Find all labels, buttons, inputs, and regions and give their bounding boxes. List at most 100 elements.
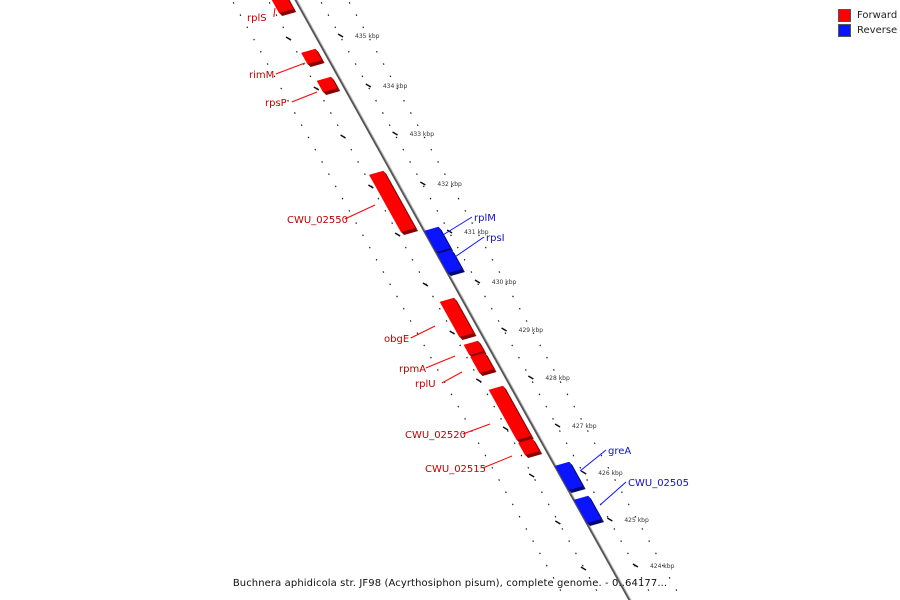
gene-labels: rplS rimM rpsP CWU_02550 rplM rpsI obgE rpmA rpl…	[247, 7, 689, 506]
tick-mark-left	[554, 520, 561, 525]
gene-label-cwu-02520[interactable]: CWU_02520	[405, 430, 466, 441]
tick-mark-left	[394, 232, 401, 237]
gene-shadow	[323, 88, 341, 95]
gene-shadow	[454, 298, 477, 336]
gene-shadow	[588, 496, 605, 522]
tick-mark-left	[449, 330, 456, 335]
tick-label: 430 kbp	[492, 279, 517, 286]
tick-mark-left	[502, 426, 509, 431]
tick-mark-left	[340, 134, 346, 139]
gene-shadow	[484, 353, 497, 372]
tick-mark-right	[420, 181, 426, 186]
tick-mark-right	[580, 470, 587, 475]
tick-label: 431 kbp	[464, 229, 489, 236]
tick-mark-right	[501, 327, 508, 332]
gene-shadow	[447, 269, 465, 276]
tick-mark-right	[365, 83, 372, 88]
gene-label-obge[interactable]: obgE	[384, 334, 409, 345]
tick-label: 433 kbp	[410, 131, 435, 138]
label-leader	[462, 423, 491, 435]
label-leader	[275, 62, 306, 75]
tick-mark-right	[337, 33, 344, 38]
label-leader	[291, 91, 318, 103]
gene-label-rimm[interactable]: rimM	[249, 70, 274, 81]
gene-label-rpls[interactable]: rplS	[247, 13, 267, 24]
genome-caption: Buchnera aphidicola str. JF98 (Acyrthosi…	[232, 578, 668, 589]
gene-shadow	[525, 451, 543, 458]
kbp-ticks: 435 kbp 434 kbp 433 kbp 432 kbp 431 kbp 430 k…	[285, 33, 675, 571]
tick-mark-right	[392, 131, 398, 136]
gene-shadow	[516, 436, 534, 443]
tick-mark-left	[422, 282, 429, 287]
gene-label-cwu-02515[interactable]: CWU_02515	[425, 464, 486, 475]
gene-label-rplm[interactable]: rplM	[474, 213, 496, 224]
legend-forward-label: Forward	[857, 10, 898, 21]
tick-mark-left	[313, 86, 320, 91]
tick-mark-left	[528, 473, 535, 478]
tick-label: 424 kbp	[650, 563, 675, 570]
label-leader	[410, 325, 436, 339]
tick-mark-left	[285, 36, 292, 41]
tick-mark-right	[606, 517, 613, 522]
gene-shadow	[288, 0, 297, 12]
gene-label-grea[interactable]: greA	[608, 446, 631, 457]
gene-shadow	[315, 49, 325, 63]
tick-mark-right	[474, 279, 481, 284]
gene-shadow	[401, 228, 419, 235]
gene-shadow	[459, 333, 477, 340]
tick-label: 426 kbp	[598, 470, 623, 477]
label-leader	[437, 216, 473, 239]
gene-shadow	[331, 77, 341, 91]
gene-shadow	[477, 341, 487, 354]
label-leader	[579, 449, 607, 472]
tick-mark-right	[632, 563, 639, 568]
tick-mark-left	[475, 378, 482, 383]
tick-label: 434 kbp	[383, 83, 408, 90]
gene-shadow	[438, 227, 454, 251]
legend-reverse-label: Reverse	[857, 25, 898, 36]
gene-shadow	[503, 386, 534, 439]
gene-shadow	[587, 519, 605, 526]
gene-label-rpsp[interactable]: rpsP	[265, 98, 287, 109]
tick-mark-right	[446, 229, 453, 234]
label-leader	[599, 481, 627, 506]
gene-label-rpma[interactable]: rpmA	[399, 364, 426, 375]
label-leader	[482, 455, 513, 469]
gene-label-rplu[interactable]: rplU	[415, 379, 436, 390]
gene-features	[271, 0, 605, 526]
gene-label-cwu-02505[interactable]: CWU_02505	[628, 478, 689, 489]
gene-shadow	[532, 439, 543, 454]
tick-label: 425 kbp	[624, 517, 649, 524]
legend-forward: Forward	[838, 8, 897, 23]
gene-shadow	[568, 486, 586, 493]
reverse-swatch	[838, 24, 851, 37]
gene-shadow	[479, 369, 497, 376]
gene-label-cwu-02550[interactable]: CWU_02550	[287, 215, 348, 226]
tick-mark-right	[527, 375, 534, 380]
dotted-tracks	[231, 0, 683, 600]
gene-shadow	[383, 171, 419, 231]
gene-feature-obge[interactable]	[439, 297, 474, 338]
tick-label: 429 kbp	[519, 327, 544, 334]
label-leader	[425, 355, 456, 369]
tick-mark-right	[554, 423, 561, 428]
tick-mark-left	[580, 566, 587, 571]
legend-reverse: Reverse	[838, 23, 897, 38]
genome-backbone	[294, 0, 631, 600]
gene-label-rpsi[interactable]: rpsI	[486, 233, 505, 244]
tick-label: 432 kbp	[437, 181, 462, 188]
forward-swatch	[838, 9, 851, 22]
gene-shadow	[279, 9, 297, 16]
tick-label: 435 kbp	[355, 33, 380, 40]
legend: Forward Reverse	[838, 8, 897, 38]
gene-shadow	[307, 60, 325, 67]
label-leader	[451, 236, 485, 260]
label-leader	[344, 204, 376, 220]
label-leader	[441, 371, 463, 384]
label-leader	[273, 7, 276, 18]
tick-label: 428 kbp	[545, 375, 570, 382]
tick-mark-left	[368, 184, 374, 189]
tick-label: 427 kbp	[572, 423, 597, 430]
gene-shadow	[451, 250, 465, 272]
